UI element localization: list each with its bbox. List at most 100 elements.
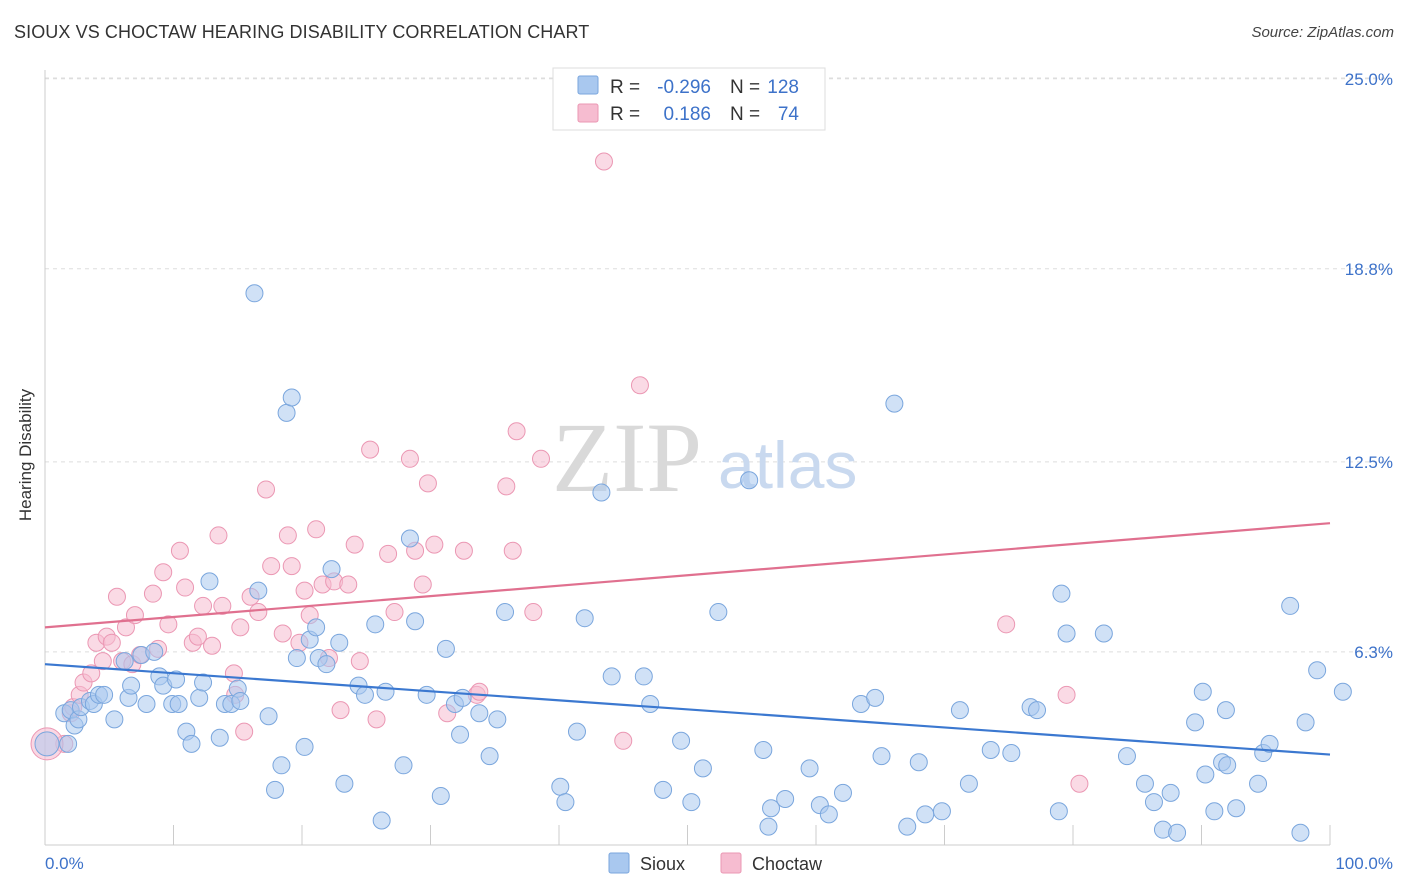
choctaw-point [507, 422, 526, 441]
sioux-point [59, 734, 78, 753]
source-credit: Source: ZipAtlas.com [1251, 24, 1394, 41]
choctaw-point [307, 520, 326, 539]
sioux-point [1333, 682, 1352, 701]
watermark: ZIP atlas [552, 402, 857, 513]
watermark-atlas: atlas [718, 428, 857, 502]
sioux-point-large [34, 731, 60, 757]
choctaw-point [102, 633, 121, 652]
choctaw-point [1057, 685, 1076, 704]
sioux-point [355, 685, 374, 704]
choctaw-point [295, 581, 314, 600]
sioux-point [317, 655, 336, 674]
sioux-point [182, 734, 201, 753]
choctaw-trend-line [44, 522, 1331, 629]
sioux-point [916, 805, 935, 824]
bottom-legend-choctaw: Choctaw [752, 854, 823, 874]
sioux-point [1205, 802, 1224, 821]
sioux-point [709, 603, 728, 622]
sioux-point [394, 756, 413, 775]
sioux-point [1227, 799, 1246, 818]
choctaw-point [385, 603, 404, 622]
choctaw-point [524, 603, 543, 622]
choctaw-point [614, 731, 633, 750]
sioux-point [866, 688, 885, 707]
bottom-legend-swatch-sioux [608, 852, 630, 874]
sioux-point [115, 652, 134, 671]
sioux-point [981, 740, 1000, 759]
sioux-point [307, 618, 326, 637]
y-tick-label: 12.5% [1345, 453, 1393, 472]
sioux-point [169, 695, 188, 714]
choctaw-point [231, 618, 250, 637]
choctaw-point [143, 584, 162, 603]
sioux-point [1057, 624, 1076, 643]
sioux-point [1135, 774, 1154, 793]
sioux-point [654, 780, 673, 799]
series-legend: Sioux Choctaw [608, 852, 823, 874]
choctaw-point [194, 596, 213, 615]
legend-swatch-sioux [577, 75, 599, 95]
choctaw-point [997, 615, 1016, 634]
sioux-point [950, 701, 969, 720]
sioux-point [885, 394, 904, 413]
legend-sioux-n-label: N = [730, 77, 760, 98]
sioux-point [488, 710, 507, 729]
sioux-point [1308, 661, 1327, 680]
sioux-point [330, 633, 349, 652]
sioux-point [759, 817, 778, 836]
sioux-point [245, 284, 264, 303]
bottom-legend-sioux: Sioux [640, 854, 685, 874]
trend-lines [44, 522, 1331, 756]
sioux-point [762, 799, 781, 818]
sioux-point [1168, 823, 1187, 842]
sioux-point [872, 747, 891, 766]
choctaw-point [497, 477, 516, 496]
choctaw-point [350, 652, 369, 671]
legend-choctaw-r-value: 0.186 [663, 104, 711, 125]
choctaw-point [379, 544, 398, 563]
sioux-point [1117, 747, 1136, 766]
sioux-point [682, 793, 701, 812]
sioux-point [406, 612, 425, 631]
choctaw-point [159, 615, 178, 634]
choctaw-point [188, 627, 207, 646]
sioux-point [800, 759, 819, 778]
sioux-point [335, 774, 354, 793]
bottom-legend-swatch-choctaw [720, 852, 742, 874]
sioux-point [1296, 713, 1315, 732]
choctaw-point [454, 541, 473, 560]
sioux-point [672, 731, 691, 750]
sioux-point [567, 722, 586, 741]
sioux-point [190, 688, 209, 707]
sioux-point [1281, 596, 1300, 615]
choctaw-point [116, 618, 135, 637]
choctaw-point [257, 480, 276, 499]
legend-swatch-choctaw [577, 103, 599, 123]
sioux-point [1260, 734, 1279, 753]
sioux-point [167, 670, 186, 689]
choctaw-point [367, 710, 386, 729]
sioux-point [1161, 783, 1180, 802]
correlation-legend: R = -0.296 N = 128 R = 0.186 N = 74 [552, 67, 826, 131]
sioux-point [932, 802, 951, 821]
sioux-point [1186, 713, 1205, 732]
sioux-point [898, 817, 917, 836]
choctaw-point [170, 541, 189, 560]
sioux-point [1002, 744, 1021, 763]
choctaw-point [209, 526, 228, 545]
sioux-point [295, 737, 314, 756]
sioux-point [470, 704, 489, 723]
sioux-point [453, 688, 472, 707]
choctaw-point [630, 376, 649, 395]
x-tick-label-min: 0.0% [45, 854, 84, 873]
legend-sioux-r-label: R = [610, 77, 640, 98]
sioux-point [287, 649, 306, 668]
choctaw-point [262, 557, 281, 576]
choctaw-point [93, 652, 112, 671]
choctaw-point [213, 596, 232, 615]
sioux-point [376, 682, 395, 701]
legend-sioux-n-value: 128 [767, 77, 799, 98]
sioux-point [451, 725, 470, 744]
sioux-point [372, 811, 391, 830]
